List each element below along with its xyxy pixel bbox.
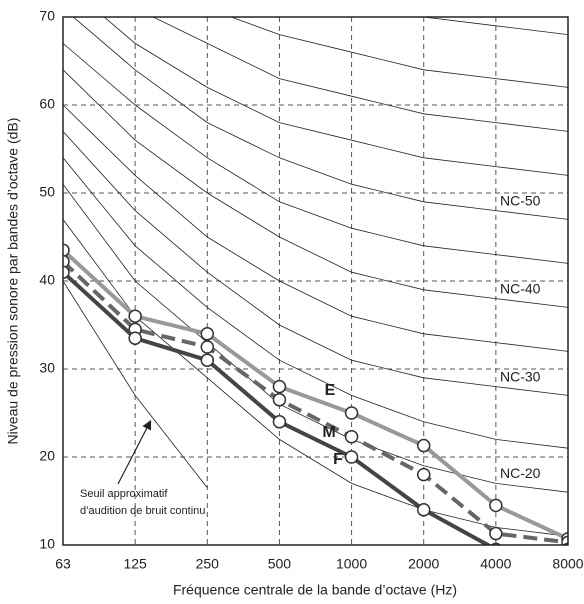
x-tick-label: 1000 <box>336 556 367 572</box>
data-point <box>128 331 142 345</box>
data-point <box>416 503 431 517</box>
data-point <box>416 467 431 482</box>
nc-curve <box>63 69 568 308</box>
data-point <box>489 526 503 541</box>
y-tick-label: 60 <box>39 96 55 112</box>
data-point <box>272 379 287 394</box>
y-tick-label: 20 <box>39 448 55 464</box>
data-point <box>344 430 359 444</box>
y-axis-label: Niveau de pression sonore par bandes d’o… <box>5 118 21 445</box>
data-point <box>200 340 215 354</box>
x-tick-label: 8000 <box>552 556 583 572</box>
nc-curve <box>63 104 568 352</box>
series-line <box>63 260 568 545</box>
nc-curve <box>72 17 568 220</box>
data-point <box>489 498 503 513</box>
y-tick-label: 40 <box>39 272 55 288</box>
threshold-curve <box>63 280 208 489</box>
nc-label: NC-30 <box>500 368 541 384</box>
annotation: Seuil approximatif <box>80 488 168 500</box>
x-tick-label: 125 <box>123 556 147 572</box>
series-label: F <box>333 451 343 468</box>
nc-curve <box>63 219 568 537</box>
data-point <box>344 406 359 420</box>
x-tick-label: 4000 <box>480 556 511 572</box>
x-tick-label: 63 <box>55 556 71 572</box>
data-point <box>416 438 431 453</box>
nc-label: NC-40 <box>500 280 541 296</box>
nc-label: NC-20 <box>500 465 541 481</box>
nc-curve <box>230 17 568 88</box>
plot-frame <box>62 16 569 546</box>
nc-label: NC-50 <box>500 192 541 208</box>
series-line <box>63 248 568 541</box>
nc-curve <box>420 17 568 35</box>
annotation: d’audition de bruit continu <box>80 505 205 517</box>
x-tick-label: 500 <box>268 556 292 572</box>
nc-curve <box>63 183 568 493</box>
nc-curve <box>152 17 568 132</box>
y-tick-label: 50 <box>39 184 55 200</box>
data-point <box>63 243 70 257</box>
data-point <box>344 450 359 464</box>
nc-curve <box>63 43 568 264</box>
series-label: M <box>322 424 335 441</box>
y-tick-label: 30 <box>39 360 55 376</box>
series-label: E <box>325 382 336 399</box>
nc-curve <box>63 131 568 396</box>
data-point <box>272 415 287 429</box>
y-tick-label: 70 <box>39 8 55 24</box>
x-axis-label: Fréquence centrale de la bande d’octave … <box>173 582 457 598</box>
series-line <box>63 270 492 545</box>
y-tick-label: 10 <box>39 536 55 552</box>
annotation-arrow <box>117 419 152 485</box>
nc-curve <box>63 157 568 449</box>
data-point <box>63 254 70 269</box>
data-point <box>272 393 287 407</box>
data-point <box>128 309 142 323</box>
data-point <box>63 265 70 279</box>
nc-curve <box>103 17 568 176</box>
data-point <box>200 327 215 341</box>
x-tick-label: 250 <box>196 556 220 572</box>
x-tick-label: 2000 <box>408 556 439 572</box>
data-point <box>200 353 215 367</box>
